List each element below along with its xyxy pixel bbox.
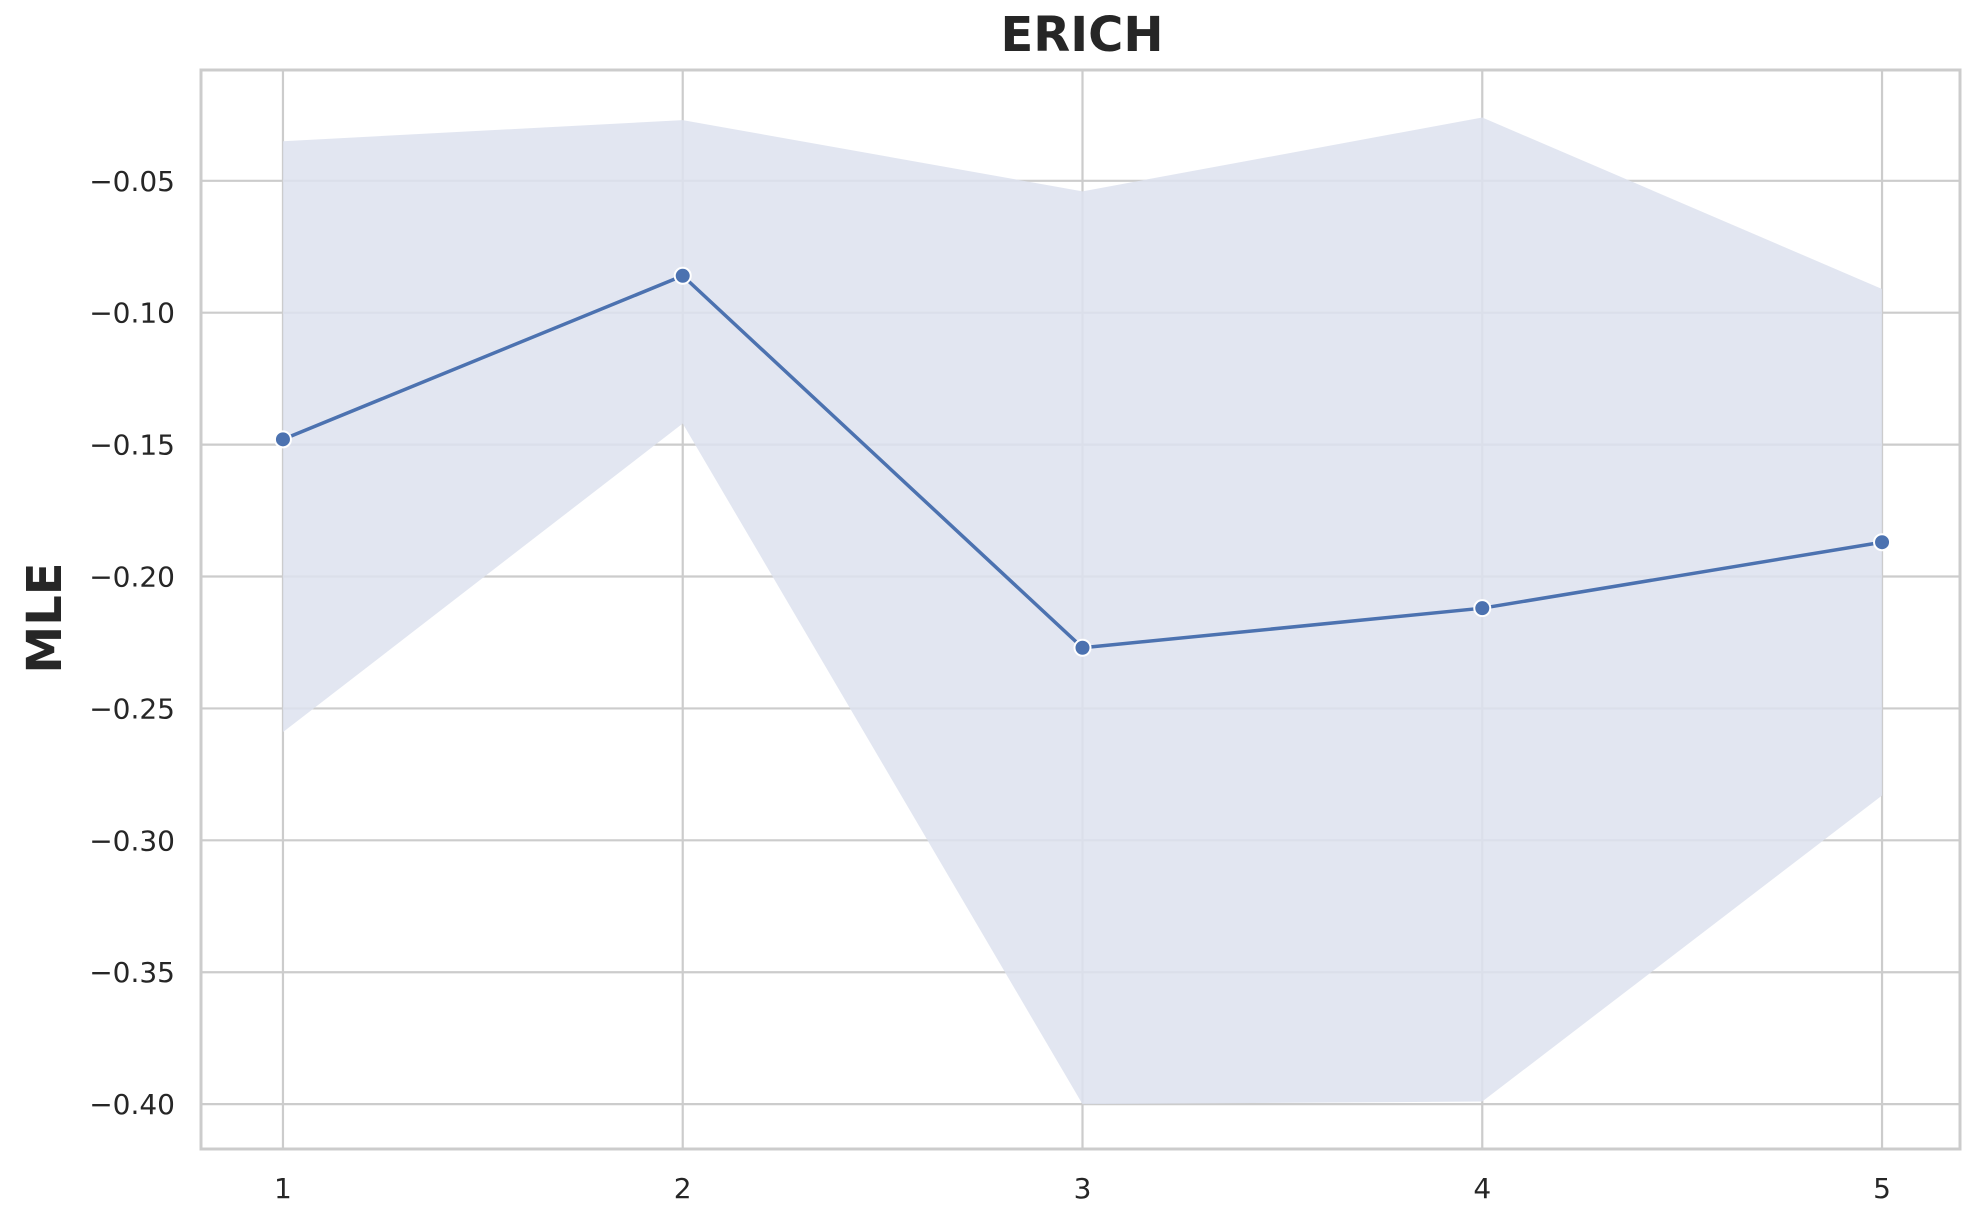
y-tick-label: −0.40: [89, 1088, 175, 1121]
y-tick-label: −0.20: [89, 561, 175, 594]
x-tick-label: 3: [1074, 1172, 1092, 1205]
confidence-band-layer: [282, 117, 1883, 1105]
series-layer: [273, 266, 1892, 657]
y-tick-label: −0.05: [89, 165, 175, 198]
y-tick-label: −0.35: [89, 956, 175, 989]
x-tick-label: 5: [1873, 1172, 1891, 1205]
data-point: [673, 266, 692, 285]
y-tick-label: −0.30: [89, 824, 175, 857]
y-axis-label: MLE: [17, 562, 73, 673]
confidence-band: [282, 117, 1883, 1105]
plot-frame: [199, 68, 1962, 1151]
x-tick-label: 4: [1473, 1172, 1491, 1205]
y-tick-label: −0.15: [89, 429, 175, 462]
data-point: [1873, 533, 1892, 552]
data-point: [1073, 638, 1092, 657]
y-tick-label: −0.25: [89, 692, 175, 725]
tick-labels: −0.05 −0.10 −0.15 −0.20 −0.25 −0.30 −0.35 −0.40…: [89, 165, 1891, 1205]
data-point: [273, 430, 292, 449]
y-tick-label: −0.10: [89, 297, 175, 330]
x-tick-label: 1: [274, 1172, 292, 1205]
data-point: [1473, 599, 1492, 618]
chart-title: ERICH: [1000, 7, 1163, 63]
x-tick-label: 2: [674, 1172, 692, 1205]
